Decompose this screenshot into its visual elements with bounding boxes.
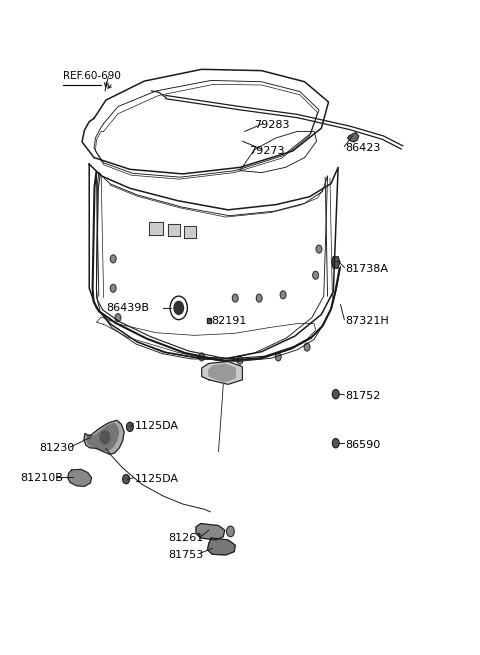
Circle shape <box>170 296 187 320</box>
Polygon shape <box>207 318 211 323</box>
Polygon shape <box>209 364 235 382</box>
Polygon shape <box>87 424 119 451</box>
Text: 1125DA: 1125DA <box>135 474 179 484</box>
Circle shape <box>127 422 133 432</box>
Text: 79273: 79273 <box>250 146 285 156</box>
Polygon shape <box>202 362 242 384</box>
Circle shape <box>199 353 204 361</box>
Circle shape <box>316 245 322 253</box>
Circle shape <box>237 356 243 364</box>
Circle shape <box>123 475 130 483</box>
Text: 81752: 81752 <box>345 391 381 401</box>
Text: 81261: 81261 <box>168 533 204 543</box>
Circle shape <box>232 294 238 302</box>
Circle shape <box>110 255 116 263</box>
Text: REF.60-690: REF.60-690 <box>63 71 121 81</box>
Circle shape <box>280 291 286 299</box>
Circle shape <box>332 390 339 399</box>
Polygon shape <box>149 221 163 234</box>
Circle shape <box>115 314 121 322</box>
Text: 81738A: 81738A <box>345 264 388 274</box>
Polygon shape <box>332 257 339 268</box>
Text: 81210B: 81210B <box>20 473 63 483</box>
Circle shape <box>256 294 262 302</box>
Polygon shape <box>68 470 92 486</box>
Polygon shape <box>184 226 196 238</box>
Text: 86590: 86590 <box>345 440 381 450</box>
Text: 87321H: 87321H <box>345 316 389 326</box>
Text: 82191: 82191 <box>211 316 247 326</box>
Circle shape <box>174 301 183 314</box>
Text: 81230: 81230 <box>39 443 74 453</box>
Text: 86439B: 86439B <box>106 303 149 313</box>
Circle shape <box>227 526 234 536</box>
Circle shape <box>332 439 339 448</box>
Circle shape <box>276 353 281 361</box>
Circle shape <box>304 343 310 351</box>
Circle shape <box>110 284 116 292</box>
Polygon shape <box>207 538 235 555</box>
Polygon shape <box>84 421 124 455</box>
Circle shape <box>313 271 319 279</box>
Text: 79283: 79283 <box>254 120 290 130</box>
Text: 1125DA: 1125DA <box>135 421 179 430</box>
Polygon shape <box>168 224 180 236</box>
Circle shape <box>100 431 110 444</box>
Polygon shape <box>196 523 225 540</box>
Text: 81753: 81753 <box>168 550 204 560</box>
Text: 86423: 86423 <box>345 143 381 153</box>
Polygon shape <box>348 133 359 142</box>
